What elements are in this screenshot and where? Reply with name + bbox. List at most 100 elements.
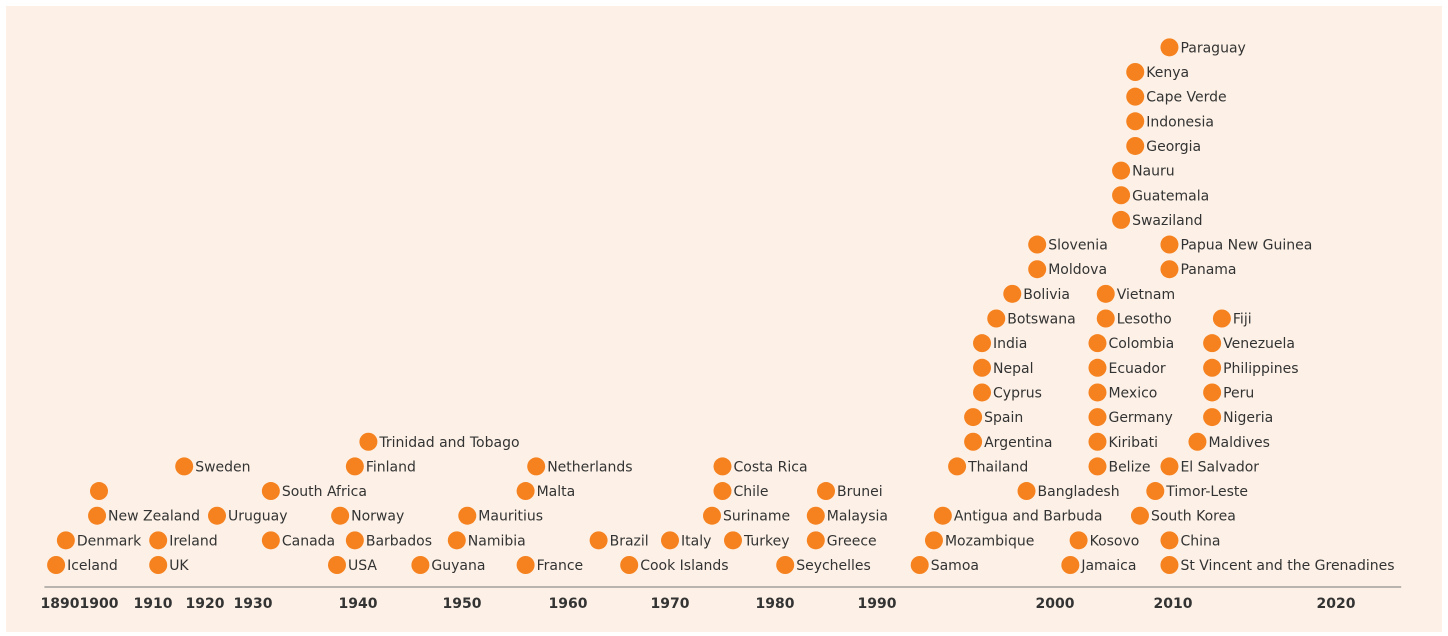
dot (1188, 432, 1207, 451)
country-label: Slovenia (1048, 238, 1108, 254)
country-label: Guyana (431, 558, 485, 574)
dot (1160, 260, 1179, 279)
dot (1088, 408, 1107, 427)
x-tick-label: 1980 (756, 596, 795, 612)
x-tick-label: 2010 (1154, 596, 1193, 612)
country-label: Seychelles (796, 558, 871, 574)
country-label: Brunei (837, 484, 883, 500)
dot (1112, 210, 1131, 229)
dot (1028, 235, 1047, 254)
country-label: Ecuador (1108, 361, 1165, 377)
country-label: France (537, 558, 584, 574)
dot (1130, 506, 1149, 525)
country-label: Nepal (993, 361, 1033, 377)
dot (987, 309, 1006, 328)
background (6, 6, 1442, 632)
dot (1112, 186, 1131, 205)
country-label: Brazil (610, 533, 649, 549)
country-label: Moldova (1048, 262, 1107, 278)
dot (713, 457, 732, 476)
country-label: Iceland (67, 558, 118, 574)
country-label: Peru (1223, 385, 1254, 401)
country-label: Papua New Guinea (1180, 238, 1312, 254)
country-label: Cook Islands (640, 558, 728, 574)
country-label: Netherlands (547, 459, 632, 475)
country-label: Nauru (1132, 164, 1175, 180)
country-label: Kosovo (1090, 533, 1140, 549)
x-tick-label: 1960 (549, 596, 588, 612)
country-label: UK (169, 558, 189, 574)
dot (56, 531, 75, 550)
dot (817, 482, 835, 501)
dot (1096, 284, 1115, 303)
x-tick-label: 2020 (1317, 596, 1356, 612)
dot (924, 531, 943, 550)
dot (1061, 556, 1080, 574)
country-label: Colombia (1108, 336, 1174, 352)
country-label: Guatemala (1132, 188, 1209, 204)
country-label: Italy (681, 533, 711, 549)
country-label: Cyprus (993, 385, 1042, 401)
country-label: Kenya (1146, 65, 1189, 81)
country-label: India (993, 336, 1027, 352)
dot (1088, 358, 1107, 377)
dot (458, 506, 477, 525)
country-label: Samoa (931, 558, 979, 574)
dot (261, 531, 280, 550)
dot (1160, 38, 1179, 57)
dot (589, 531, 608, 550)
country-label: Lesotho (1117, 312, 1172, 328)
country-label: Germany (1108, 410, 1172, 426)
x-tick-label: 1970 (651, 596, 690, 612)
dot (724, 531, 742, 550)
country-label: China (1180, 533, 1220, 549)
dot (331, 506, 350, 525)
dot (1126, 87, 1145, 106)
country-label: Argentina (984, 435, 1052, 451)
dot (208, 506, 226, 525)
country-label: Denmark (77, 533, 142, 549)
country-label: Belize (1108, 459, 1150, 475)
dot (933, 506, 952, 525)
dot (964, 408, 983, 427)
country-label: Timor-Leste (1165, 484, 1248, 500)
country-label: Chile (734, 484, 769, 500)
country-label: Malaysia (827, 509, 888, 525)
dot (1146, 482, 1165, 501)
country-label: Namibia (468, 533, 526, 549)
dot (1203, 383, 1222, 402)
country-label: South Korea (1151, 509, 1236, 525)
country-label: Uruguay (228, 509, 288, 525)
country-label: Nigeria (1223, 410, 1273, 426)
country-label: USA (348, 558, 377, 574)
country-label: Malta (537, 484, 576, 500)
country-label: Spain (984, 410, 1023, 426)
dot (328, 556, 346, 574)
dot (88, 506, 107, 525)
dot (1017, 482, 1036, 501)
country-label: Bangladesh (1038, 484, 1120, 500)
dot (1126, 136, 1145, 155)
dot (1126, 63, 1145, 81)
dot (806, 531, 825, 550)
country-label: Philippines (1223, 361, 1298, 377)
country-label: Bolivia (1023, 287, 1070, 303)
x-tick-label: 1920 (186, 596, 225, 612)
dot (1212, 309, 1231, 328)
dot (1088, 383, 1107, 402)
country-label: Panama (1180, 262, 1236, 278)
country-label: Norway (351, 509, 404, 525)
country-label: Jamaica (1080, 558, 1136, 574)
x-tick-label: 1910 (134, 596, 173, 612)
country-label: Thailand (967, 459, 1028, 475)
dot (910, 556, 929, 574)
dot (661, 531, 679, 550)
dot (620, 556, 639, 574)
country-label: Maldives (1208, 435, 1270, 451)
dot (149, 556, 168, 574)
dot (527, 457, 546, 476)
country-label: Antigua and Barbuda (954, 509, 1103, 525)
country-label: Vietnam (1117, 287, 1175, 303)
dot (516, 556, 535, 574)
country-label: Paraguay (1180, 40, 1245, 56)
